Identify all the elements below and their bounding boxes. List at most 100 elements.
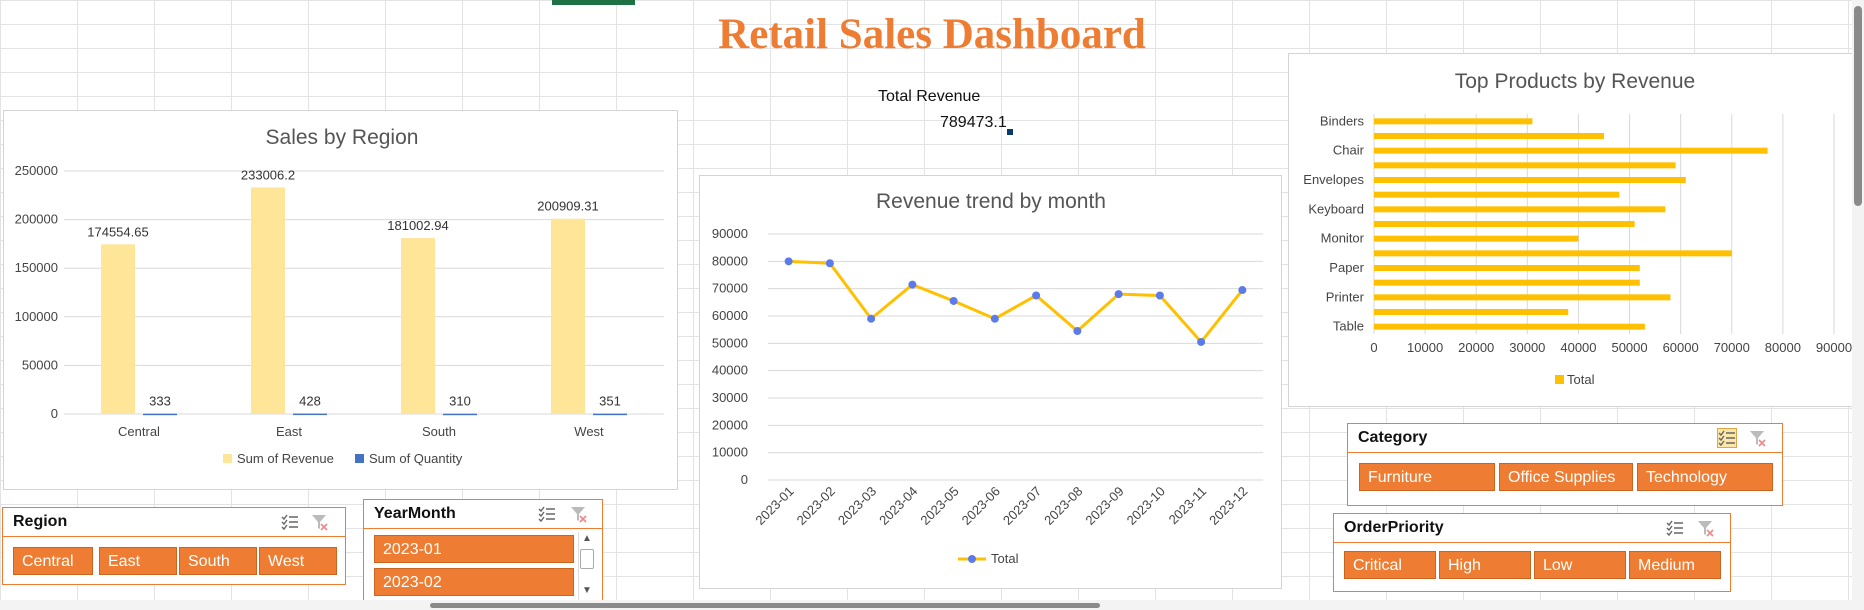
data-point [1073, 327, 1082, 336]
x-tick-label: 0 [1370, 340, 1377, 355]
y-tick-label: 40000 [712, 363, 748, 378]
x-tick-label: South [422, 424, 456, 439]
x-tick-label: 2023-06 [959, 484, 1003, 528]
data-label: 310 [449, 394, 471, 409]
bar-total [1374, 133, 1604, 139]
top-products-chart[interactable]: Top Products by Revenue 0 10000 20000 30000… [1288, 53, 1854, 407]
y-tick-label: 10000 [712, 445, 748, 460]
yearmonth-slicer[interactable]: YearMonth 2023-01 2023-02 ▲ ▼ [363, 499, 603, 601]
data-point [1238, 286, 1247, 295]
bar-total [1374, 309, 1569, 315]
slicer-item-technology[interactable]: Technology [1637, 463, 1773, 491]
bar-total [1374, 118, 1533, 125]
bar-quantity [593, 413, 627, 416]
x-tick-label: 80000 [1765, 340, 1801, 355]
sales-by-region-chart[interactable]: Sales by Region 0 50000 100000 150000 200000… [3, 110, 678, 490]
slicer-title: Region [13, 513, 68, 530]
bar-total [1374, 191, 1620, 198]
chart-title: Revenue trend by month [876, 190, 1106, 213]
bar-total [1374, 265, 1640, 271]
y-tick-label: 60000 [712, 308, 748, 323]
data-label: 200909.31 [537, 199, 598, 214]
bar-revenue [251, 187, 285, 414]
x-tick-label: Central [118, 424, 160, 439]
legend-marker [968, 555, 976, 563]
bar-revenue [401, 238, 435, 414]
y-tick-label: 150000 [15, 260, 58, 275]
scroll-down-arrow-icon[interactable]: ▼ [582, 585, 592, 596]
multi-select-icon[interactable] [538, 505, 556, 523]
data-point [908, 280, 917, 289]
slicer-item-furniture[interactable]: Furniture [1359, 463, 1495, 491]
slicer-title: OrderPriority [1344, 519, 1444, 536]
top-products-svg: Top Products by Revenue 0 10000 20000 30000… [1303, 70, 1852, 387]
multi-select-icon[interactable] [1666, 519, 1684, 537]
slicer-item-east[interactable]: East [99, 547, 177, 575]
legend-label: Sum of Quantity [369, 451, 463, 466]
horizontal-scrollbar[interactable] [0, 600, 1864, 610]
y-tick-label: 0 [741, 472, 748, 487]
data-label: 351 [599, 394, 621, 409]
revenue-trend-chart[interactable]: Revenue trend by month 0 10000 20000 30000 4… [699, 175, 1282, 589]
chart-title: Sales by Region [266, 126, 419, 149]
y-tick-label: Printer [1326, 289, 1365, 304]
region-slicer[interactable]: Region Central East South West [2, 507, 346, 585]
horizontal-scroll-thumb[interactable] [430, 603, 1100, 608]
x-tick-label: 2023-09 [1082, 484, 1126, 528]
revenue-trend-svg: Revenue trend by month 0 10000 20000 30000 4… [712, 190, 1263, 566]
slicer-header: Category [1348, 424, 1782, 453]
slicer-item-central[interactable]: Central [13, 547, 93, 575]
clear-filter-icon[interactable] [1749, 429, 1767, 447]
slicer-item-south[interactable]: South [179, 547, 257, 575]
x-tick-label: 20000 [1458, 340, 1494, 355]
bar-quantity [143, 413, 177, 416]
clear-filter-icon[interactable] [311, 513, 329, 531]
data-label: 181002.94 [387, 218, 448, 233]
slicer-item-low[interactable]: Low [1534, 551, 1626, 579]
bar-quantity [293, 413, 327, 416]
bar-total [1374, 206, 1666, 213]
slicer-item-critical[interactable]: Critical [1344, 551, 1436, 579]
scroll-thumb[interactable] [580, 549, 594, 569]
scroll-up-arrow-icon[interactable]: ▲ [582, 533, 592, 544]
bar-quantity [443, 413, 477, 416]
bar-total [1374, 147, 1768, 154]
vertical-scrollbar[interactable] [1852, 0, 1864, 600]
slicer-scrollbar[interactable]: ▲ ▼ [578, 532, 595, 600]
y-tick-label: 0 [51, 406, 58, 421]
data-point [867, 314, 876, 323]
data-point [990, 314, 999, 323]
y-tick-label: 20000 [712, 417, 748, 432]
vertical-scroll-thumb[interactable] [1854, 6, 1862, 206]
data-point [825, 259, 834, 268]
slicer-item-west[interactable]: West [259, 547, 337, 575]
total-revenue-value[interactable]: 789473.1 [940, 114, 1007, 131]
y-tick-label: 30000 [712, 390, 748, 405]
x-tick-label: 2023-04 [876, 484, 920, 528]
x-tick-label: 2023-10 [1124, 484, 1168, 528]
slicer-item-2023-02[interactable]: 2023-02 [374, 568, 574, 596]
slicer-item-medium[interactable]: Medium [1629, 551, 1721, 579]
slicer-title: Category [1358, 429, 1428, 446]
data-label: 174554.65 [87, 224, 148, 239]
orderpriority-slicer[interactable]: OrderPriority Critical High Low Medium [1333, 513, 1731, 592]
y-tick-label: 250000 [15, 163, 58, 178]
slicer-item-high[interactable]: High [1439, 551, 1531, 579]
bar-total [1374, 323, 1645, 330]
cell-fill-handle[interactable] [1007, 129, 1013, 135]
clear-filter-icon[interactable] [1697, 519, 1715, 537]
multi-select-icon[interactable] [281, 513, 299, 531]
category-slicer[interactable]: Category Furniture Office Supplies Techn… [1347, 423, 1783, 506]
bar-total [1374, 294, 1671, 301]
multi-select-icon[interactable] [1717, 428, 1737, 448]
x-tick-label: 2023-12 [1206, 484, 1250, 528]
slicer-item-2023-01[interactable]: 2023-01 [374, 535, 574, 563]
x-tick-label: 70000 [1714, 340, 1750, 355]
data-point [1197, 337, 1206, 346]
slicer-item-office-supplies[interactable]: Office Supplies [1499, 463, 1633, 491]
data-point [784, 257, 793, 266]
y-tick-label: Binders [1320, 113, 1365, 128]
clear-filter-icon[interactable] [570, 505, 588, 523]
x-tick-label: 2023-08 [1041, 484, 1085, 528]
x-tick-label: 40000 [1560, 340, 1596, 355]
